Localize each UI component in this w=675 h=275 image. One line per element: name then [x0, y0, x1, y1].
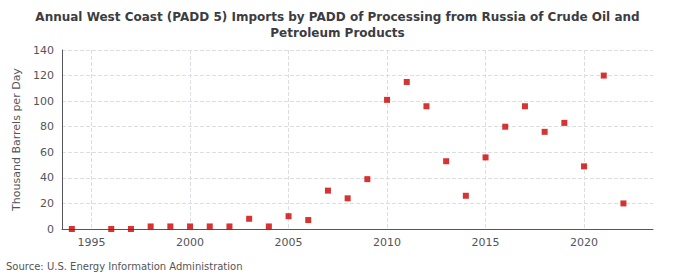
svg-text:1995: 1995: [78, 236, 106, 249]
svg-text:2000: 2000: [176, 236, 204, 249]
svg-text:Petroleum Products: Petroleum Products: [270, 26, 404, 40]
svg-text:2020: 2020: [570, 236, 598, 249]
svg-text:Annual West Coast (PADD 5) Imp: Annual West Coast (PADD 5) Imports by PA…: [35, 10, 639, 24]
svg-text:100: 100: [33, 95, 54, 108]
svg-text:2015: 2015: [472, 236, 500, 249]
svg-text:Source: U.S. Energy Informatio: Source: U.S. Energy Information Administ…: [6, 261, 243, 272]
svg-text:2005: 2005: [275, 236, 303, 249]
svg-text:40: 40: [40, 171, 54, 184]
svg-text:2010: 2010: [373, 236, 401, 249]
svg-text:60: 60: [40, 146, 54, 159]
svg-text:Thousand Barrels per Day: Thousand Barrels per Day: [10, 68, 23, 212]
svg-text:80: 80: [40, 120, 54, 133]
svg-text:0: 0: [47, 223, 54, 236]
svg-text:140: 140: [33, 44, 54, 57]
svg-text:120: 120: [33, 69, 54, 82]
svg-text:20: 20: [40, 197, 54, 210]
